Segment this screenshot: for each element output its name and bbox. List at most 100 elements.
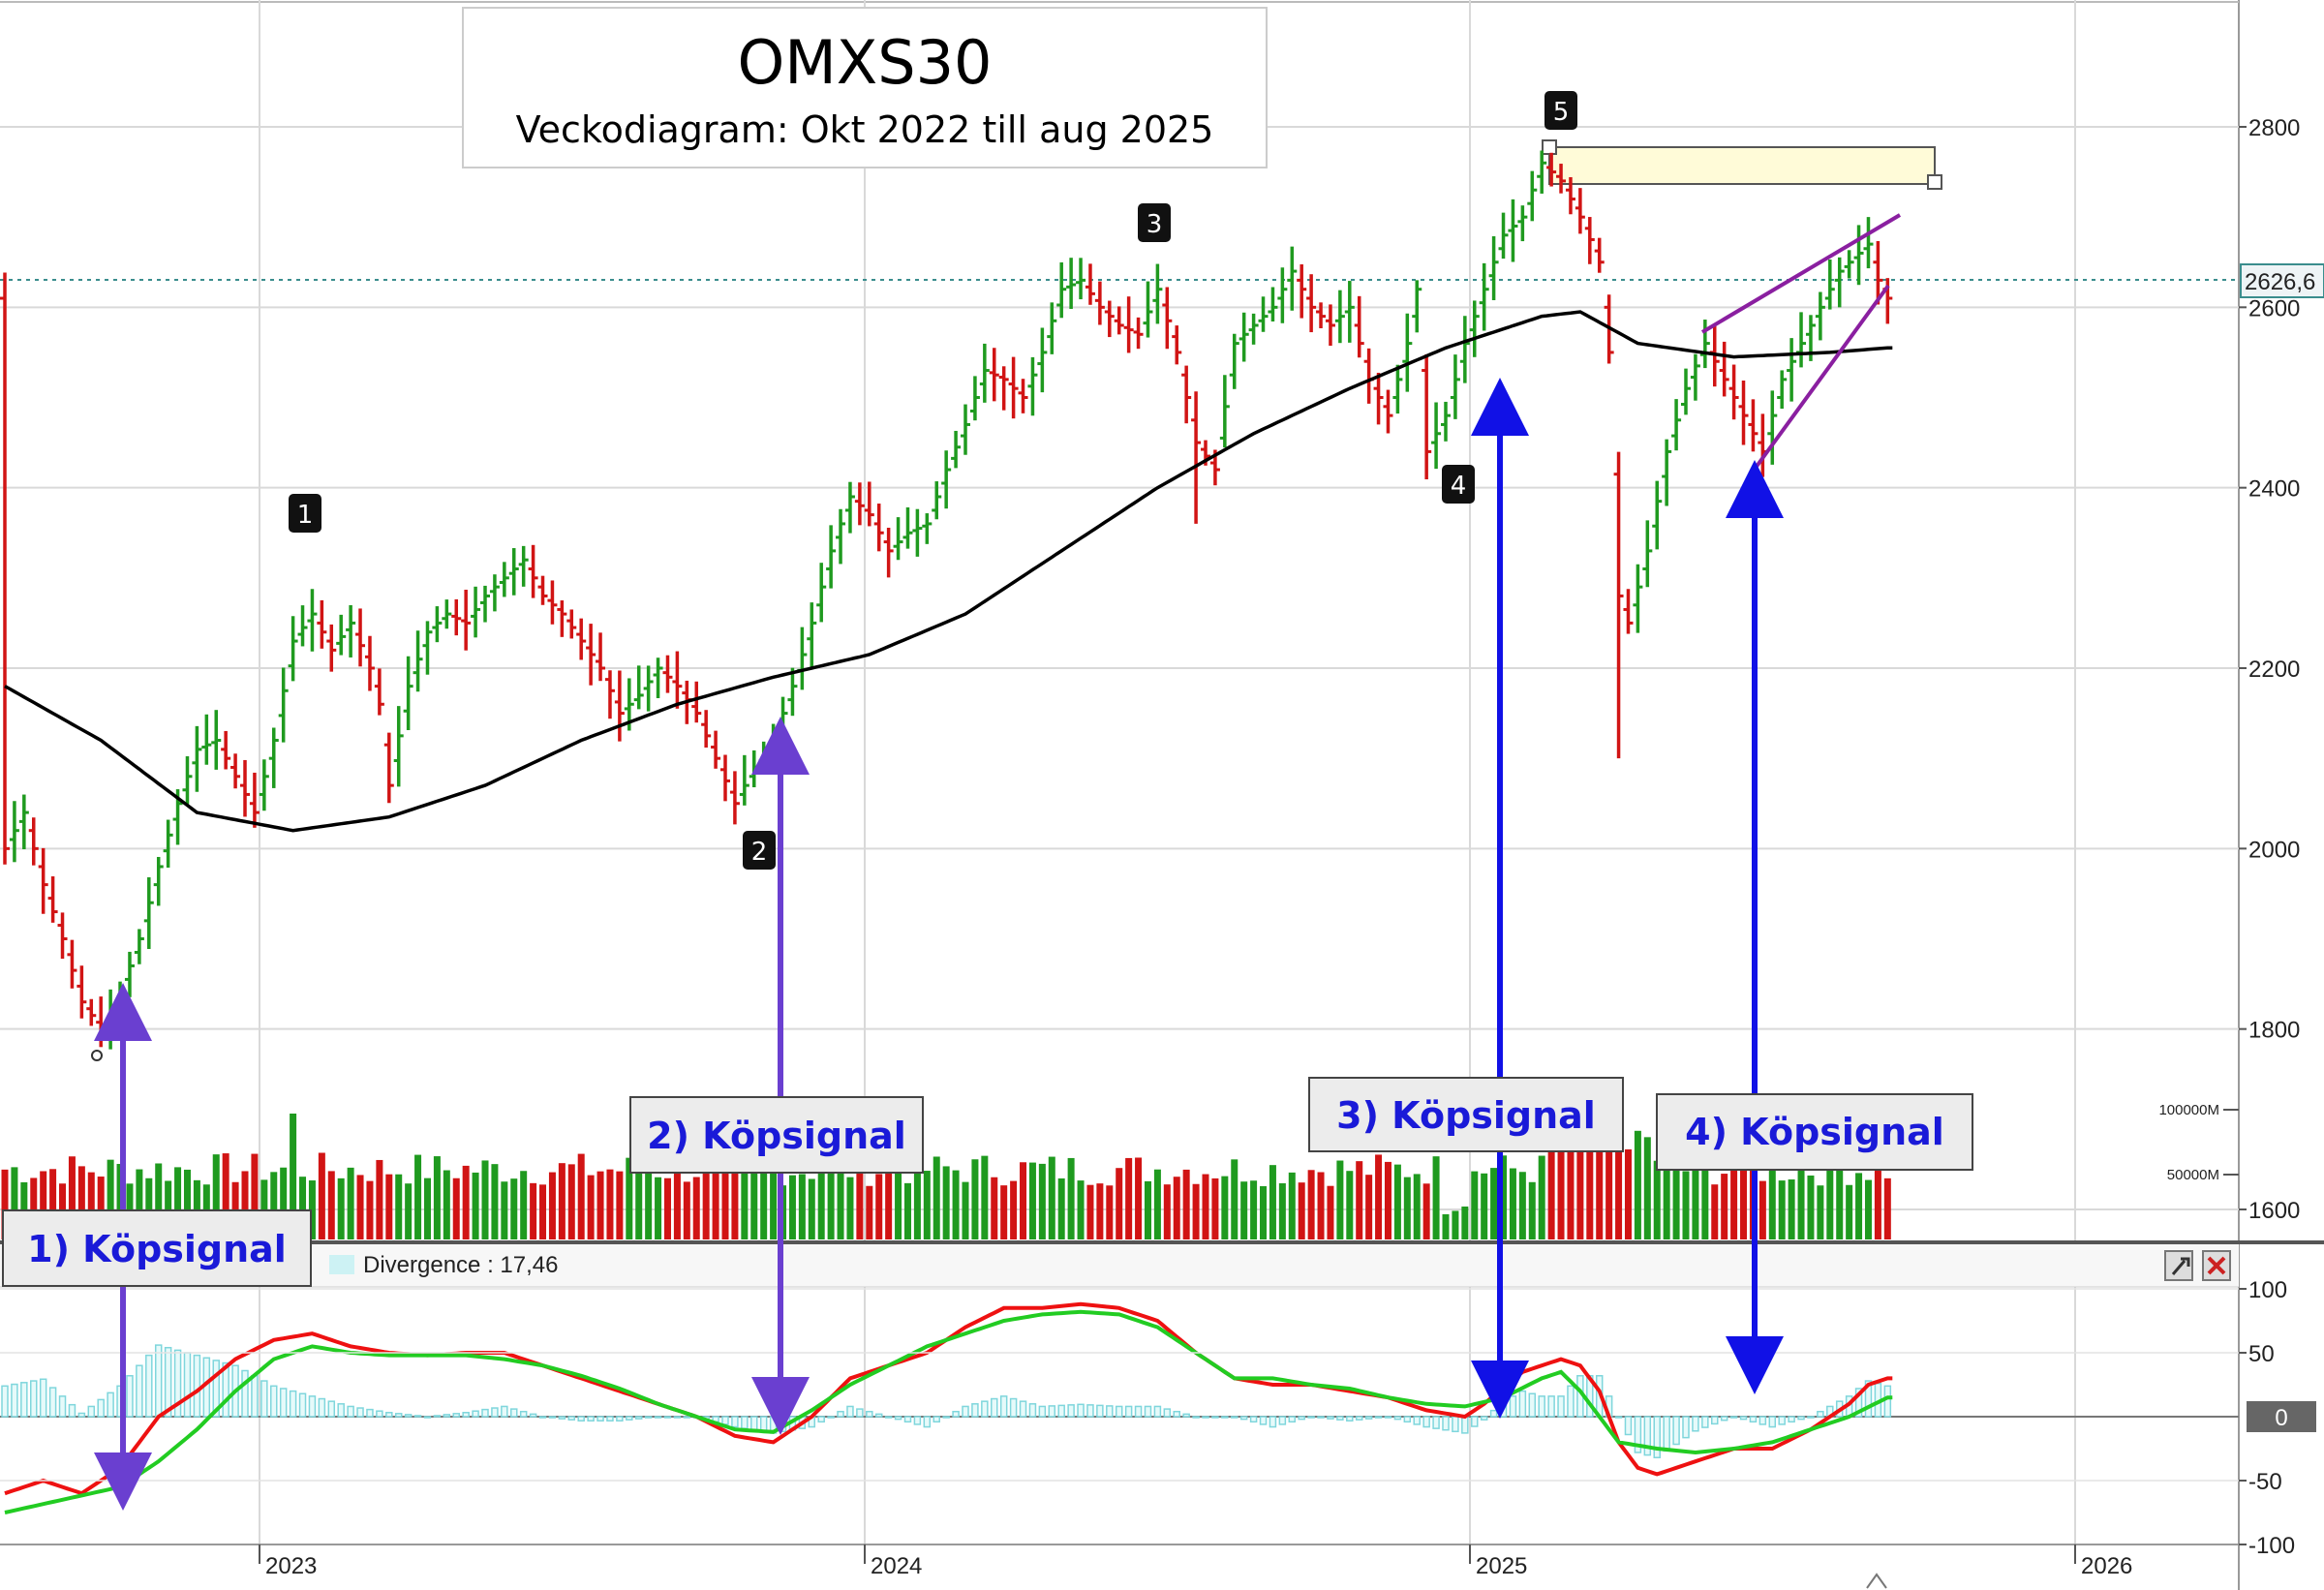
divergence-bar	[1374, 1416, 1383, 1419]
marker-5: 5	[1544, 91, 1577, 130]
divergence-bar	[1355, 1416, 1363, 1421]
divergence-bar	[1883, 1385, 1892, 1418]
divergence-bar	[942, 1416, 950, 1419]
divergence-bar	[538, 1416, 547, 1419]
divergence-bar	[741, 1416, 749, 1429]
divergence-bar	[999, 1395, 1008, 1418]
volume-bar	[1883, 1177, 1891, 1239]
divergence-bar	[567, 1416, 576, 1421]
svg-text:3: 3	[1147, 210, 1163, 239]
divergence-bar	[1442, 1416, 1450, 1431]
volume-bar	[1221, 1176, 1229, 1239]
divergence-bar	[107, 1391, 114, 1418]
divergence-bar	[318, 1397, 326, 1418]
divergence-bar	[1269, 1416, 1277, 1428]
volume-bar	[1067, 1157, 1075, 1239]
divergence-bar	[126, 1375, 134, 1418]
svg-text:2: 2	[751, 838, 768, 867]
divergence-bar	[1489, 1409, 1498, 1418]
divergence-bar	[1778, 1416, 1786, 1425]
volume-bar	[1384, 1161, 1391, 1239]
divergence-bar	[1009, 1397, 1018, 1418]
scroll-triangle-icon[interactable]	[1866, 1573, 1887, 1589]
divergence-bar	[1403, 1416, 1412, 1423]
divergence-bar	[663, 1416, 672, 1419]
volume-bar	[1758, 1180, 1766, 1239]
svg-text:2) Köpsignal: 2) Köpsignal	[647, 1115, 906, 1157]
volume-bar	[1125, 1157, 1133, 1239]
volume-bar	[991, 1177, 998, 1239]
volume-bar	[1461, 1206, 1469, 1239]
volume-bar	[1432, 1156, 1440, 1239]
time-axis: 2023 2024 2025 2026	[259, 1544, 2132, 1579]
volume-bar	[702, 1160, 710, 1239]
divergence-bar	[1528, 1392, 1537, 1418]
volume-bar	[443, 1170, 450, 1239]
volume-bar	[155, 1163, 163, 1239]
divergence-bar	[501, 1405, 508, 1418]
divergence-bar	[97, 1398, 105, 1418]
volume-bar	[1048, 1156, 1055, 1239]
volume-tick-label: 50000M	[2167, 1167, 2219, 1183]
divergence-bar	[1682, 1416, 1690, 1439]
divergence-bar	[1567, 1385, 1575, 1418]
divergence-bar	[1739, 1416, 1748, 1421]
volume-bar	[366, 1180, 374, 1239]
volume-bar	[846, 1177, 854, 1239]
divergence-bar	[376, 1410, 383, 1418]
volume-bar	[68, 1156, 76, 1239]
divergence-bar	[1192, 1416, 1200, 1419]
volume-bar	[1000, 1185, 1008, 1239]
price-tick-label: 1600	[2248, 1198, 2300, 1224]
divergence-bar	[548, 1416, 557, 1419]
divergence-bar	[894, 1416, 902, 1421]
divergence-bar	[222, 1361, 229, 1418]
volume-bar	[817, 1173, 825, 1239]
volume-bar	[635, 1171, 643, 1239]
resistance-zone-handle-left[interactable]	[1542, 139, 1557, 155]
resistance-zone-handle-right[interactable]	[1927, 174, 1942, 190]
divergence-bar	[673, 1416, 682, 1419]
volume-bar	[1096, 1183, 1104, 1239]
volume-bar	[414, 1154, 422, 1239]
volume-bar	[1692, 1156, 1699, 1239]
wedge-lower-line	[1746, 284, 1890, 480]
volume-bar	[808, 1178, 815, 1239]
volume-bar	[1163, 1184, 1171, 1239]
divergence-bar	[1758, 1416, 1767, 1425]
last-value-badge	[2240, 263, 2324, 298]
divergence-bar	[1221, 1416, 1229, 1419]
divergence-bar	[1471, 1416, 1479, 1427]
volume-bar	[741, 1156, 749, 1239]
volume-bar	[77, 1166, 85, 1239]
volume-bar	[1413, 1174, 1421, 1239]
volume-bar	[1864, 1179, 1872, 1239]
marker-2: 2	[743, 831, 776, 870]
divergence-bar	[1038, 1405, 1047, 1418]
divergence-bar	[48, 1387, 57, 1418]
volume-bar	[721, 1153, 729, 1239]
volume-bar	[280, 1167, 288, 1239]
volume-bar	[567, 1164, 575, 1239]
divergence-bar	[1115, 1405, 1123, 1418]
volume-bar	[1836, 1168, 1844, 1239]
volume-bar	[222, 1153, 229, 1239]
volume-bar	[1634, 1130, 1641, 1239]
volume-bar	[1567, 1115, 1575, 1239]
price-tick-label: 2200	[2248, 657, 2300, 683]
divergence-bar	[20, 1382, 28, 1418]
divergence-bar	[1153, 1405, 1162, 1418]
divergence-bar	[1509, 1395, 1517, 1418]
volume-bar	[1721, 1174, 1728, 1239]
volume-bar	[11, 1167, 18, 1239]
volume-bar	[1057, 1177, 1065, 1239]
volume-bar	[270, 1172, 278, 1239]
divergence-bar	[529, 1413, 537, 1418]
volume-bar	[712, 1156, 719, 1239]
time-tick-label: 2025	[1476, 1553, 1527, 1579]
divergence-bar	[1346, 1416, 1354, 1422]
volume-bar	[1077, 1180, 1085, 1239]
volume-bar	[1010, 1180, 1018, 1239]
divergence-bar	[519, 1410, 528, 1418]
